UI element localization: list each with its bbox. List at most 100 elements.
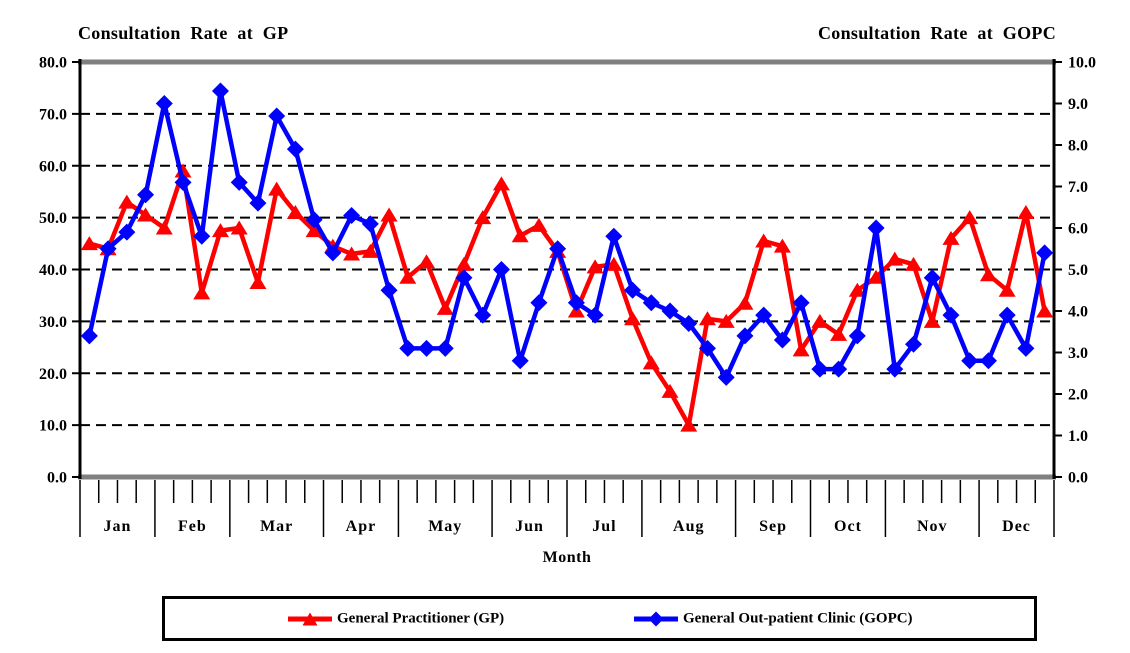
gp-marker: [80, 236, 98, 251]
gp-marker: [399, 269, 417, 284]
left-axis-tick-label: 0.0: [47, 470, 67, 487]
gopc-marker: [418, 339, 436, 357]
gp-series-line: [87, 168, 1047, 428]
x-axis-title: Month: [542, 549, 592, 566]
gp-marker: [455, 256, 473, 271]
gopc-marker: [455, 269, 473, 287]
gp-marker: [886, 251, 904, 266]
gp-marker: [474, 210, 492, 225]
gopc-legend-marker: [634, 611, 678, 626]
gp-marker: [830, 326, 848, 341]
gopc-marker: [118, 223, 136, 241]
gp-marker: [343, 246, 361, 261]
gp-marker: [193, 285, 211, 300]
gp-marker: [249, 274, 267, 289]
gopc-marker: [549, 240, 567, 258]
gp-marker: [736, 295, 754, 310]
x-tick-label-jun: Jun: [515, 518, 544, 535]
gp-marker: [530, 217, 548, 232]
x-tick-label-feb: Feb: [178, 518, 207, 535]
gopc-marker: [211, 82, 229, 100]
gopc-marker: [305, 211, 323, 229]
gopc-marker: [905, 335, 923, 353]
x-tick-label-mar: Mar: [260, 518, 293, 535]
gopc-marker: [736, 327, 754, 345]
gopc-marker: [286, 140, 304, 158]
gopc-marker: [792, 294, 810, 312]
gp-marker: [923, 313, 941, 328]
gopc-marker: [586, 306, 604, 324]
gopc-marker: [867, 219, 885, 237]
gopc-marker: [380, 281, 398, 299]
legend: General Practitioner (GP) General Out-pa…: [162, 596, 1037, 641]
gopc-marker: [717, 368, 735, 386]
gp-marker: [1017, 204, 1035, 219]
gopc-marker: [811, 360, 829, 378]
gp-legend-label: General Practitioner (GP): [337, 610, 505, 626]
gopc-marker: [1036, 244, 1054, 262]
x-tick-label-nov: Nov: [917, 518, 948, 535]
gopc-marker: [324, 244, 342, 262]
gopc-marker: [680, 314, 698, 332]
gp-marker: [436, 300, 454, 315]
right-axis-tick-label: 6.0: [1068, 221, 1088, 238]
gp-marker: [961, 210, 979, 225]
left-axis-tick-label: 40.0: [39, 262, 67, 279]
gp-marker: [848, 282, 866, 297]
gopc-marker: [886, 360, 904, 378]
gopc-marker: [399, 339, 417, 357]
gopc-marker: [249, 194, 267, 212]
gp-marker: [137, 207, 155, 222]
gp-marker: [624, 311, 642, 326]
left-axis-tick-label: 70.0: [39, 106, 67, 123]
left-axis-tick-label: 60.0: [39, 158, 67, 175]
gopc-marker: [624, 281, 642, 299]
right-axis-tick-label: 8.0: [1068, 138, 1088, 155]
gp-marker: [905, 256, 923, 271]
gopc-marker: [530, 294, 548, 312]
x-tick-label-jan: Jan: [104, 518, 132, 535]
gp-legend-marker: [288, 612, 332, 625]
gp-marker: [118, 194, 136, 209]
gopc-marker: [361, 215, 379, 233]
gopc-marker: [80, 327, 98, 345]
gopc-marker: [642, 294, 660, 312]
x-tick-label-apr: Apr: [346, 518, 377, 535]
right-axis-tick-label: 2.0: [1068, 387, 1088, 404]
gopc-marker: [230, 173, 248, 191]
x-tick-label-may: May: [428, 518, 462, 535]
x-tick-label-dec: Dec: [1002, 518, 1031, 535]
gopc-marker: [155, 95, 173, 112]
gopc-marker: [436, 339, 454, 357]
gopc-marker: [942, 306, 960, 324]
right-axis-tick-label: 7.0: [1068, 179, 1088, 196]
gp-marker: [792, 342, 810, 357]
gp-marker: [998, 282, 1016, 297]
gp-marker: [492, 176, 510, 191]
left-axis-tick-label: 20.0: [39, 366, 67, 383]
gp-marker: [361, 243, 379, 258]
right-axis-tick-label: 9.0: [1068, 96, 1088, 113]
gp-marker: [717, 313, 735, 328]
gopc-marker: [268, 107, 286, 125]
gp-marker: [942, 230, 960, 245]
right-axis-tick-label: 5.0: [1068, 262, 1088, 279]
gopc-marker: [137, 186, 155, 204]
gp-marker: [605, 256, 623, 271]
gopc-marker: [193, 227, 211, 245]
gopc-marker: [343, 207, 361, 225]
x-tick-label-oct: Oct: [834, 518, 862, 535]
gp-marker: [979, 267, 997, 282]
gp-marker: [661, 383, 679, 398]
x-tick-label-aug: Aug: [673, 518, 704, 535]
gp-marker: [418, 254, 436, 269]
gopc-marker: [755, 306, 773, 324]
gp-marker: [230, 220, 248, 235]
legend-entry-gopc: General Out-patient Clinic (GOPC): [633, 610, 913, 627]
right-axis-tick-label: 3.0: [1068, 345, 1088, 362]
gp-marker: [1036, 303, 1054, 318]
gp-marker: [268, 181, 286, 196]
gopc-marker: [474, 306, 492, 324]
left-axis-tick-label: 10.0: [39, 418, 67, 435]
